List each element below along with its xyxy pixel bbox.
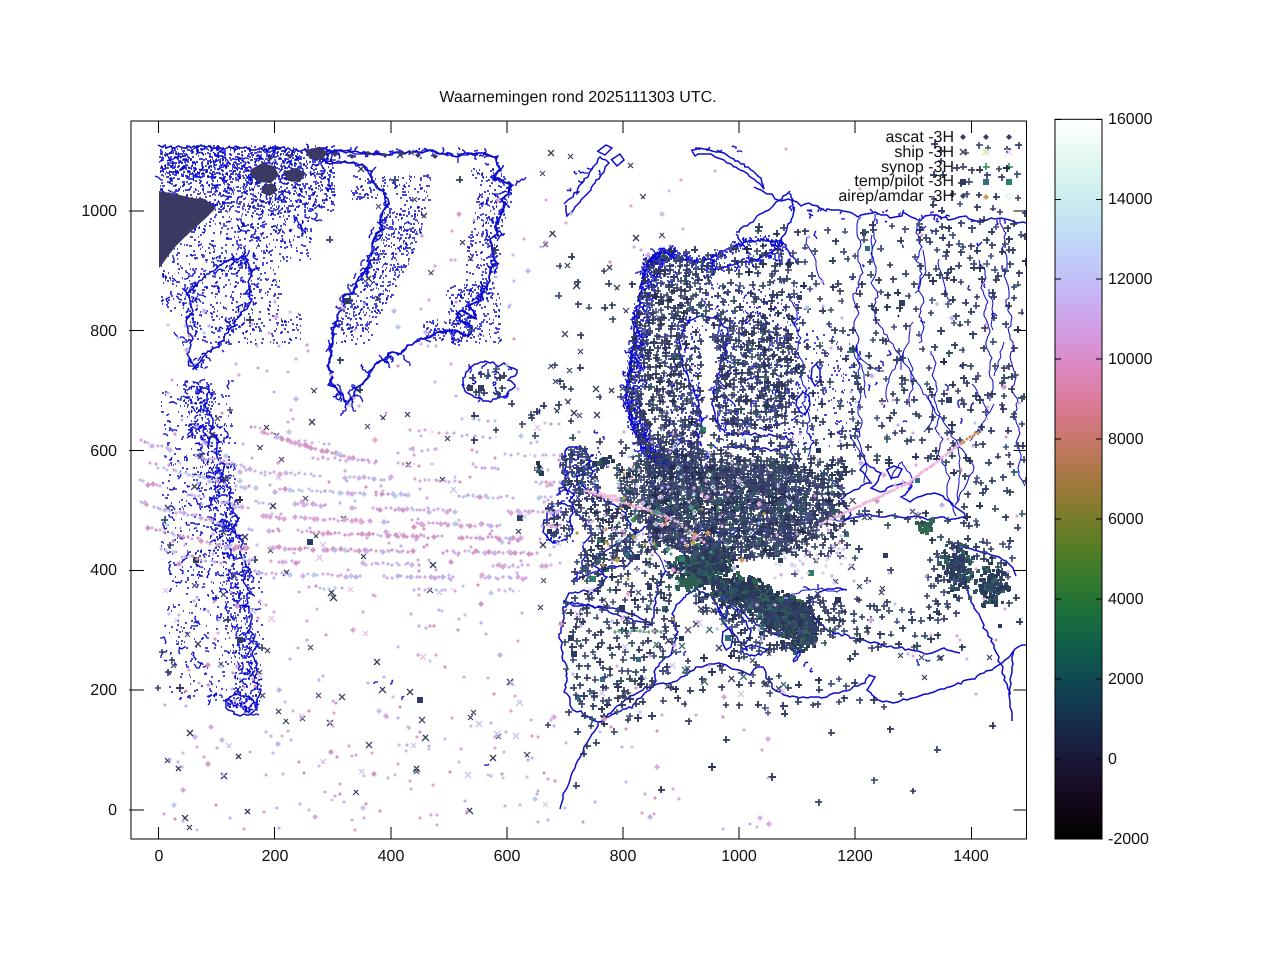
svg-text:800: 800 xyxy=(610,848,637,865)
svg-text:1200: 1200 xyxy=(837,848,873,865)
svg-text:400: 400 xyxy=(90,562,117,579)
svg-text:10000: 10000 xyxy=(1108,351,1153,368)
svg-text:200: 200 xyxy=(262,848,289,865)
svg-text:200: 200 xyxy=(90,682,117,699)
svg-text:800: 800 xyxy=(90,323,117,340)
svg-text:16000: 16000 xyxy=(1108,111,1153,128)
svg-text:600: 600 xyxy=(90,443,117,460)
svg-text:1000: 1000 xyxy=(721,848,757,865)
svg-text:-2000: -2000 xyxy=(1108,831,1149,848)
svg-text:airep/amdar -3H: airep/amdar -3H xyxy=(838,188,954,205)
svg-text:14000: 14000 xyxy=(1108,191,1153,208)
svg-text:0: 0 xyxy=(108,802,117,819)
svg-text:8000: 8000 xyxy=(1108,431,1144,448)
svg-text:temp/pilot -3H: temp/pilot -3H xyxy=(854,173,954,190)
svg-text:600: 600 xyxy=(494,848,521,865)
svg-text:6000: 6000 xyxy=(1108,511,1144,528)
svg-text:1400: 1400 xyxy=(953,848,989,865)
svg-text:2000: 2000 xyxy=(1108,671,1144,688)
svg-text:0: 0 xyxy=(1108,751,1117,768)
svg-text:0: 0 xyxy=(155,848,164,865)
svg-text:synop -3H: synop -3H xyxy=(881,159,954,176)
svg-text:ship -3H: ship -3H xyxy=(894,144,954,161)
svg-text:400: 400 xyxy=(378,848,405,865)
svg-text:ascat -3H: ascat -3H xyxy=(886,129,954,146)
svg-text:Waarnemingen rond 2025111303 U: Waarnemingen rond 2025111303 UTC. xyxy=(439,89,716,106)
svg-text:4000: 4000 xyxy=(1108,591,1144,608)
svg-text:1000: 1000 xyxy=(81,203,117,220)
svg-text:12000: 12000 xyxy=(1108,271,1153,288)
